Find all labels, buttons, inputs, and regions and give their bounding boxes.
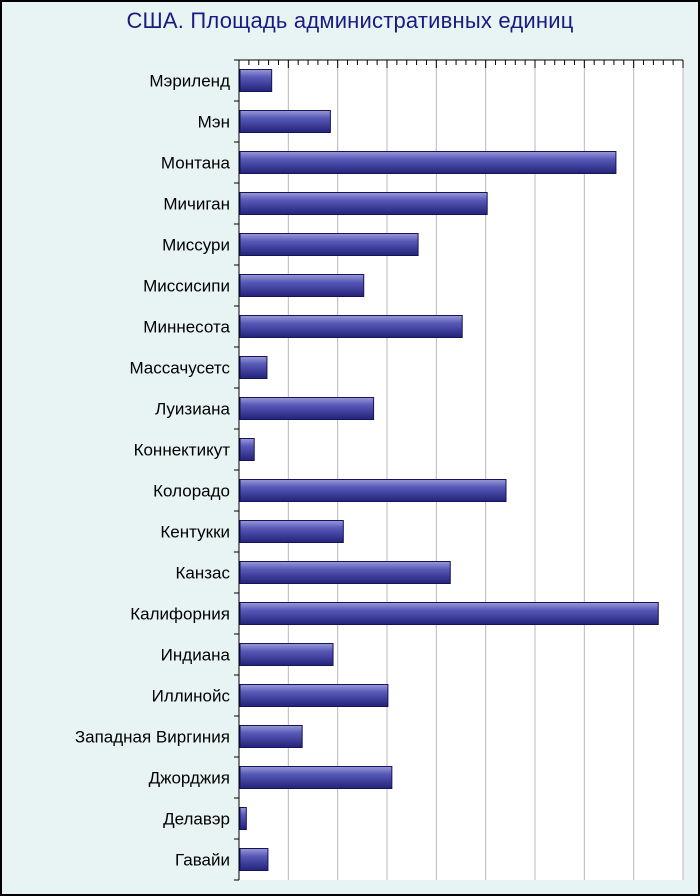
category-label: Мэн: [198, 113, 230, 132]
bar: [239, 684, 389, 707]
category-label: Джорджия: [149, 769, 230, 788]
bar: [239, 602, 659, 625]
category-label: Миссисипи: [143, 277, 230, 296]
bars: [239, 69, 659, 871]
category-label: Иллинойс: [152, 687, 231, 706]
bar: [239, 520, 344, 543]
category-label: Коннектикут: [134, 441, 231, 460]
bar: [239, 356, 268, 379]
category-label: Западная Виргиния: [75, 728, 230, 747]
category-label: Монтана: [161, 154, 231, 173]
bar: [239, 151, 617, 174]
bar: [239, 69, 273, 92]
bar: [239, 561, 451, 584]
category-label: Мэриленд: [149, 72, 230, 91]
category-label: Делавэр: [163, 810, 230, 829]
bar: [239, 233, 419, 256]
bar: [239, 848, 269, 871]
category-label: Массачусетс: [129, 359, 230, 378]
bar: [239, 110, 331, 133]
bar: [239, 192, 488, 215]
category-label: Луизиана: [155, 400, 230, 419]
grid-lines: [234, 59, 684, 881]
category-label: Миннесота: [143, 318, 230, 337]
bar: [239, 315, 463, 338]
bar: [239, 438, 255, 461]
category-label: Гавайи: [175, 851, 230, 870]
plot-area: [239, 60, 683, 880]
category-label: Мичиган: [163, 195, 230, 214]
bar: [239, 479, 507, 502]
category-label: Кентукки: [160, 523, 230, 542]
bar: [239, 766, 393, 789]
bar: [239, 807, 247, 830]
category-label: Миссури: [162, 236, 230, 255]
bar: [239, 725, 303, 748]
bar: [239, 274, 365, 297]
bar: [239, 643, 334, 666]
category-label: Колорадо: [153, 482, 230, 501]
category-labels: Мэриленд Мэн Монтана Мичиган Миссури Миссисип…: [75, 72, 231, 870]
category-label: Канзас: [176, 564, 231, 583]
bar: [239, 397, 375, 420]
category-label: Калифорния: [130, 605, 230, 624]
chart-title: США. Площадь административных единиц: [126, 8, 574, 33]
category-label: Индиана: [161, 646, 231, 665]
